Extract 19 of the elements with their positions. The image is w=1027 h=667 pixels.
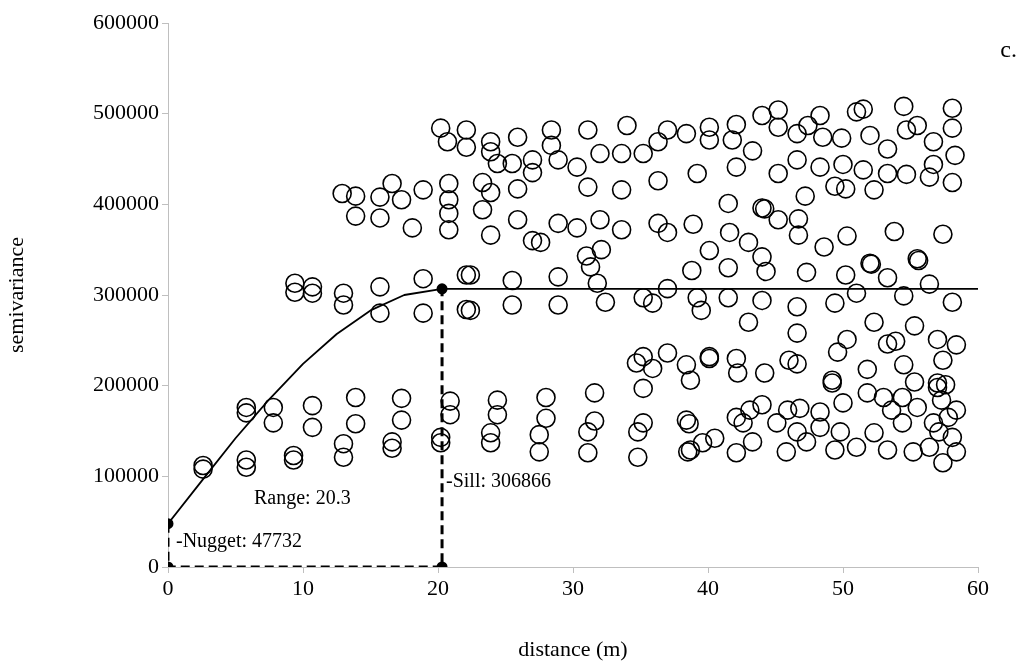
x-tick-label: 30 [562, 574, 584, 600]
y-tick-label: 100000 [93, 462, 159, 488]
y-tick-label: 500000 [93, 99, 159, 125]
x-tick-label: 60 [967, 574, 989, 600]
annotation: Range: 20.3 [254, 486, 351, 509]
y-tick-label: 600000 [93, 8, 159, 34]
annotation: -Sill: 306866 [446, 469, 552, 492]
x-axis-title: distance (m) [518, 635, 628, 661]
y-tick-label: 200000 [93, 371, 159, 397]
y-tick-label: 300000 [93, 280, 159, 306]
y-axis-title: semivariance [2, 236, 28, 354]
text: c. [1000, 36, 1017, 63]
x-tick-label: 50 [832, 574, 854, 600]
x-tick-label: 20 [427, 574, 449, 600]
annotation: -Nugget: 47732 [176, 529, 303, 552]
x-tick-label: 10 [292, 574, 314, 600]
x-tick-label: 40 [697, 574, 719, 600]
y-tick-label: 400000 [93, 190, 159, 216]
y-tick-label: 0 [148, 552, 159, 578]
